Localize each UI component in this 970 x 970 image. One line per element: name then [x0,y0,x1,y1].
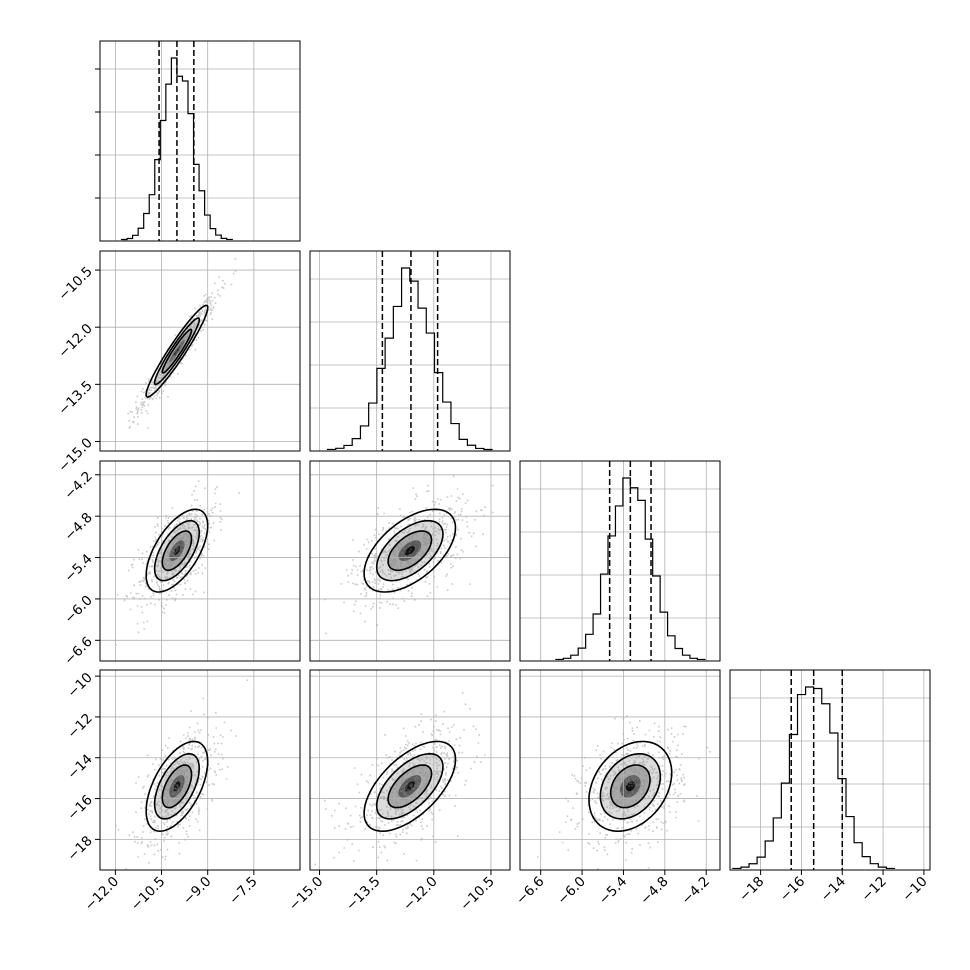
panel-3-2-contour-0 [588,740,673,832]
panel-2-0-frame [99,460,301,662]
ytick-label-2-2: −5.4 [61,551,95,585]
ytick-label-1-3: −10.5 [55,264,96,305]
xtick-label-3-1: −16 [777,874,808,905]
ytick-label-3-1: −16 [64,792,95,823]
panel-3-0-density-fill-4 [173,781,181,792]
panel-2-0-scatter-points [115,480,241,646]
panel-3-1-contour-2 [387,764,433,809]
ytick-label-3-4: −10 [64,670,95,701]
panel-3-0-contour-1 [153,752,201,820]
xtick-label-2-1: −6.0 [554,874,588,908]
xtick-label-2-2: −5.4 [596,874,630,908]
panel-2-1-scatter-points [324,475,494,635]
panel-1-0-contour-0 [145,304,209,398]
panel-1-0-density-fill-4 [173,346,181,357]
panel-3-2-scatter-points [537,715,711,870]
panel-2-2-frame [519,460,721,662]
ytick-label-1-2: −12.0 [55,321,96,362]
panel-3-0-scatter-points [115,679,249,870]
ytick-label-3-3: −12 [64,710,95,741]
panel-1-0-contour-2 [161,328,193,374]
xtick-label-0-1: −10.5 [128,874,169,915]
panel-0-0-frame [99,40,301,242]
xtick-label-1-2: −12.0 [400,874,441,915]
lines-layer [120,41,896,870]
density-fills-layer [146,305,672,832]
panel-3-1-density-fill-4 [404,781,415,792]
panel-2-1-contour-0 [363,508,457,593]
ytick-label-1-1: −13.5 [55,378,96,419]
histogram-1 [326,267,493,451]
panel-3-1-frame [309,669,511,871]
scatter-points-layer [115,258,711,870]
histogram-3 [732,686,896,870]
panel-3-2-frame [519,669,721,871]
xtick-label-0-2: −9.0 [180,874,214,908]
panel-1-0-scatter-points [127,258,237,429]
xtick-label-0-3: −7.5 [226,874,260,908]
panel-2-0-contour-2 [161,530,193,572]
panel-3-0-contour-0 [145,740,209,833]
panel-2-0-contour-1 [153,519,200,582]
xtick-label-1-3: −10.5 [457,874,498,915]
panel-2-1-contour-1 [375,519,444,582]
panel-2-1-density-fill-4 [404,546,415,556]
panel-1-0-contour-1 [153,317,201,386]
panel-3-0-frame [99,669,301,871]
ytick-label-2-1: −6.0 [61,592,95,626]
ytick-label-2-0: −6.6 [61,634,95,668]
xtick-label-1-1: −13.5 [343,874,384,915]
panel-3-3-frame [729,669,931,871]
panel-3-1-contour-1 [375,752,444,820]
panel-3-0-contour-2 [161,764,193,809]
panel-1-1-frame [309,250,511,452]
ytick-label-2-3: −4.8 [61,510,95,544]
xtick-label-0-0: −12.0 [82,874,123,915]
xtick-label-3-3: −12 [858,874,889,905]
panel-2-1-frame [309,460,511,662]
panel-3-2-density-fill-4 [625,781,635,792]
xtick-label-3-4: −10 [899,874,930,905]
panel-2-0-contour-0 [145,508,209,593]
ytick-label-3-2: −14 [64,751,95,782]
grid-layer [100,41,930,870]
xtick-label-1-0: −15.0 [286,874,327,915]
xtick-label-3-0: −18 [736,874,767,905]
xtick-label-2-3: −4.8 [637,874,671,908]
panel-3-2-contour-2 [609,764,651,809]
histogram-0 [120,57,233,241]
panel-1-0-frame [99,250,301,452]
xtick-label-3-2: −14 [818,874,849,905]
panel-2-1-contour-2 [387,530,433,572]
frames-layer [99,40,931,871]
xtick-label-2-4: −4.2 [679,874,713,908]
panel-3-1-contour-0 [363,740,457,833]
ytick-label-1-0: −15.0 [55,435,96,476]
panel-2-0-density-fill-4 [173,546,181,556]
ytick-label-3-0: −18 [64,833,95,864]
xtick-label-2-0: −6.6 [513,874,547,908]
panel-3-2-contour-1 [599,753,662,820]
